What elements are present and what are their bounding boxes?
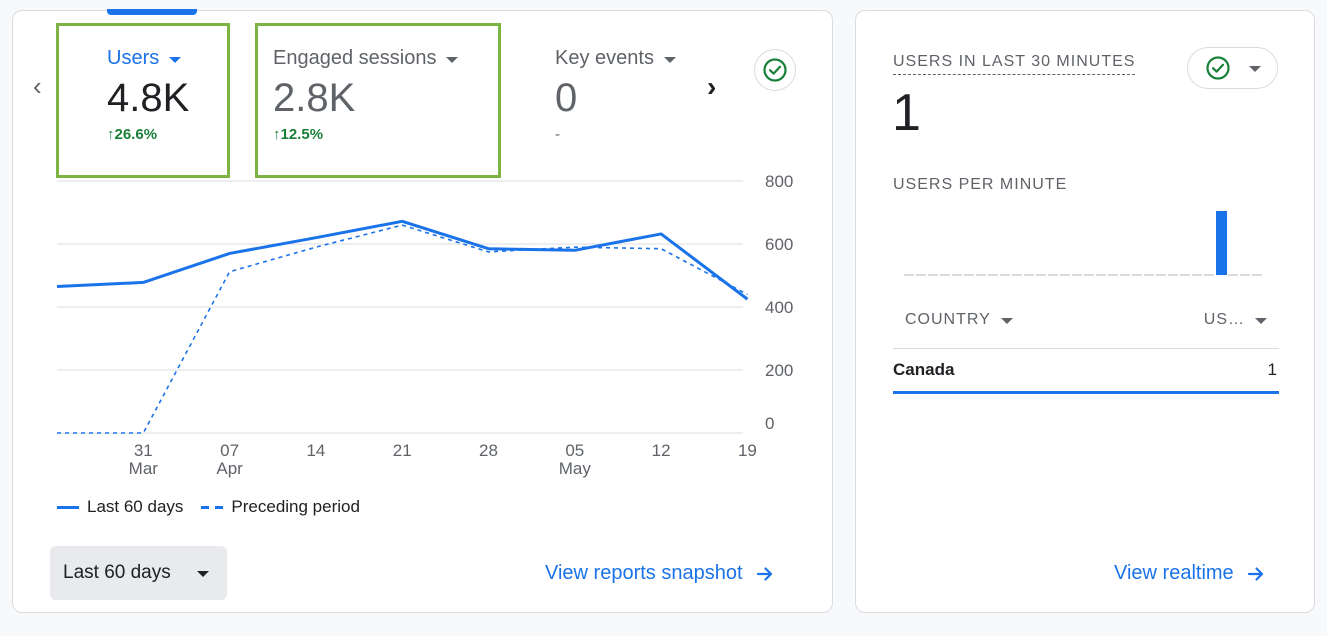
caret-down-icon — [446, 56, 459, 63]
highlight-box-users — [56, 23, 230, 178]
caret-down-icon — [1000, 317, 1013, 324]
y-tick-label: 400 — [765, 298, 793, 317]
caret-down-icon — [663, 56, 676, 63]
x-tick-label: 12 — [652, 441, 671, 460]
country-cell: Canada — [893, 360, 955, 379]
users-cell: 1 — [1267, 360, 1277, 379]
view-reports-snapshot-link[interactable]: View reports snapshot — [545, 562, 775, 585]
metric-engaged-label: Engaged sessions — [273, 47, 437, 69]
caret-down-icon — [1255, 317, 1267, 324]
x-tick-label: 28 — [479, 441, 498, 460]
legend-item-preceding: Preceding period — [201, 497, 360, 517]
highlight-box-engaged — [255, 23, 501, 178]
realtime-card: USERS IN LAST 30 MINUTES 1 USERS PER MIN… — [855, 10, 1315, 613]
metric-key-events-label-row[interactable]: Key events — [555, 47, 676, 70]
x-tick-label: 14 — [306, 441, 325, 460]
view-realtime-label: View realtime — [1114, 562, 1234, 584]
x-tick-label: 07 — [220, 441, 239, 460]
metric-key-events-label: Key events — [555, 47, 654, 69]
series-line-last-60-days — [56, 219, 749, 301]
users-per-minute-chart — [904, 211, 1262, 276]
chart-legend: Last 60 days Preceding period — [57, 497, 370, 517]
data-quality-check-button[interactable] — [754, 49, 796, 91]
users-column-header[interactable]: US… — [1204, 311, 1267, 329]
chevron-left-icon[interactable]: ‹ — [33, 71, 42, 101]
country-column-label: COUNTRY — [905, 310, 991, 328]
users-column-label: US… — [1203, 310, 1245, 328]
caret-down-icon — [196, 571, 209, 577]
arrow-right-icon — [756, 566, 772, 581]
metric-users-change: ↑26.6% — [107, 126, 158, 143]
x-tick-label: 05 — [565, 441, 584, 460]
country-table-header: COUNTRY US… — [893, 291, 1279, 349]
metric-users-label-row[interactable]: Users — [107, 47, 189, 70]
minute-bar — [1216, 211, 1227, 275]
overview-card: ‹ Users 4.8K ↑26.6% Engaged sessions 2.8… — [12, 9, 833, 613]
check-circle-icon — [1205, 56, 1230, 80]
chevron-right-icon[interactable]: › — [707, 71, 717, 102]
metric-engaged-change: ↑12.5% — [273, 126, 324, 143]
arrow-right-icon — [1247, 566, 1263, 581]
metric-key-events-change: - — [555, 126, 560, 143]
country-column-header[interactable]: COUNTRY — [905, 311, 1013, 329]
caret-down-icon — [1248, 66, 1261, 72]
x-tick-label: 21 — [393, 441, 412, 460]
realtime-title[interactable]: USERS IN LAST 30 MINUTES — [893, 53, 1136, 75]
y-tick-label: 600 — [765, 235, 793, 254]
y-tick-label: 200 — [765, 361, 793, 380]
caret-down-icon — [169, 56, 182, 63]
x-tick-month-label: Apr — [216, 459, 243, 478]
legend-dashed-swatch — [201, 505, 224, 509]
metric-users-value: 4.8K — [107, 76, 190, 120]
metric-engaged-label-row[interactable]: Engaged sessions — [273, 47, 459, 70]
legend-item-last-60: Last 60 days — [57, 497, 183, 517]
metric-engaged-sessions[interactable]: Engaged sessions 2.8K ↑12.5% — [273, 47, 459, 143]
view-reports-snapshot-label: View reports snapshot — [545, 562, 743, 584]
date-range-label: Last 60 days — [63, 562, 171, 583]
metric-users-label: Users — [107, 47, 160, 69]
y-tick-label: 800 — [765, 172, 793, 191]
check-circle-icon — [763, 58, 787, 82]
table-row[interactable]: Canada 1 — [893, 349, 1279, 394]
legend-solid-swatch — [57, 505, 79, 509]
x-tick-label: 19 — [738, 441, 757, 460]
metric-users[interactable]: Users 4.8K ↑26.6% — [107, 47, 189, 143]
legend-label-preceding: Preceding period — [231, 497, 360, 516]
x-tick-label: 31 — [134, 441, 153, 460]
series-line-preceding-period — [57, 224, 748, 434]
users-per-minute-label: USERS PER MINUTE — [893, 176, 1068, 193]
active-tab-indicator — [107, 9, 197, 15]
legend-label-last-60: Last 60 days — [87, 497, 184, 516]
realtime-status-select[interactable] — [1187, 47, 1278, 89]
realtime-users-value: 1 — [892, 84, 921, 142]
view-realtime-link[interactable]: View realtime — [1114, 562, 1266, 585]
y-tick-label: 0 — [765, 414, 774, 433]
metric-key-events-value: 0 — [555, 76, 578, 120]
x-tick-month-label: Mar — [129, 459, 159, 478]
metric-engaged-value: 2.8K — [273, 76, 356, 120]
x-tick-month-label: May — [559, 459, 592, 478]
date-range-select[interactable]: Last 60 days — [50, 546, 227, 600]
metric-key-events[interactable]: Key events 0 - — [555, 47, 676, 143]
